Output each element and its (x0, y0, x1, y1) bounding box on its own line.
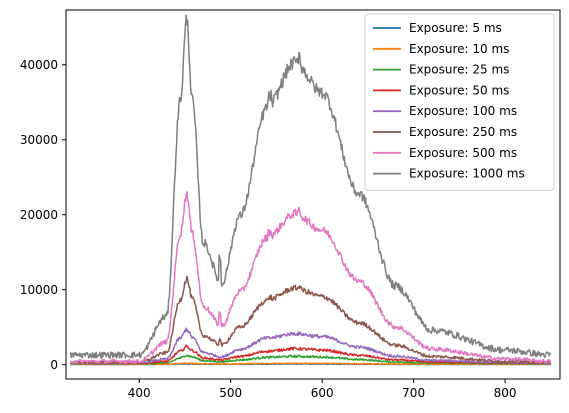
axes-layer: 400 500 600 700 800 0 10000 20000 30000 40000 (20, 9, 561, 400)
x-tick-label-4: 800 (494, 386, 517, 400)
y-tick-label-2: 20000 (20, 208, 58, 222)
legend-label-3: Exposure: 25 ms (409, 63, 509, 77)
series-line-7 (69, 191, 552, 365)
legend-label-6: Exposure: 250 ms (409, 125, 517, 139)
x-tick-label-0: 400 (128, 386, 151, 400)
legend-box (364, 13, 555, 191)
legend-label-7: Exposure: 500 ms (409, 146, 517, 160)
legend-label-8: Exposure: 1000 ms (409, 167, 525, 181)
y-tick-label-4: 40000 (20, 58, 58, 72)
y-tick-label-0: 0 (50, 358, 58, 372)
x-tick-label-3: 700 (402, 386, 425, 400)
legend-label-4: Exposure: 50 ms (409, 83, 509, 97)
series-layer (69, 14, 552, 366)
x-tick-label-2: 600 (311, 386, 334, 400)
legend: Exposure: 5 ms Exposure: 10 ms Exposure: 2… (364, 13, 555, 191)
legend-label-1: Exposure: 5 ms (409, 21, 502, 35)
plot-frame (65, 9, 561, 380)
x-tick-label-1: 500 (219, 386, 242, 400)
y-tick-label-3: 30000 (20, 133, 58, 147)
legend-label-5: Exposure: 100 ms (409, 104, 517, 118)
y-tick-label-1: 10000 (20, 283, 58, 297)
series-line-6 (69, 275, 551, 365)
series-line-5 (69, 327, 551, 365)
legend-label-2: Exposure: 10 ms (409, 42, 509, 56)
series-line-8 (69, 14, 552, 359)
